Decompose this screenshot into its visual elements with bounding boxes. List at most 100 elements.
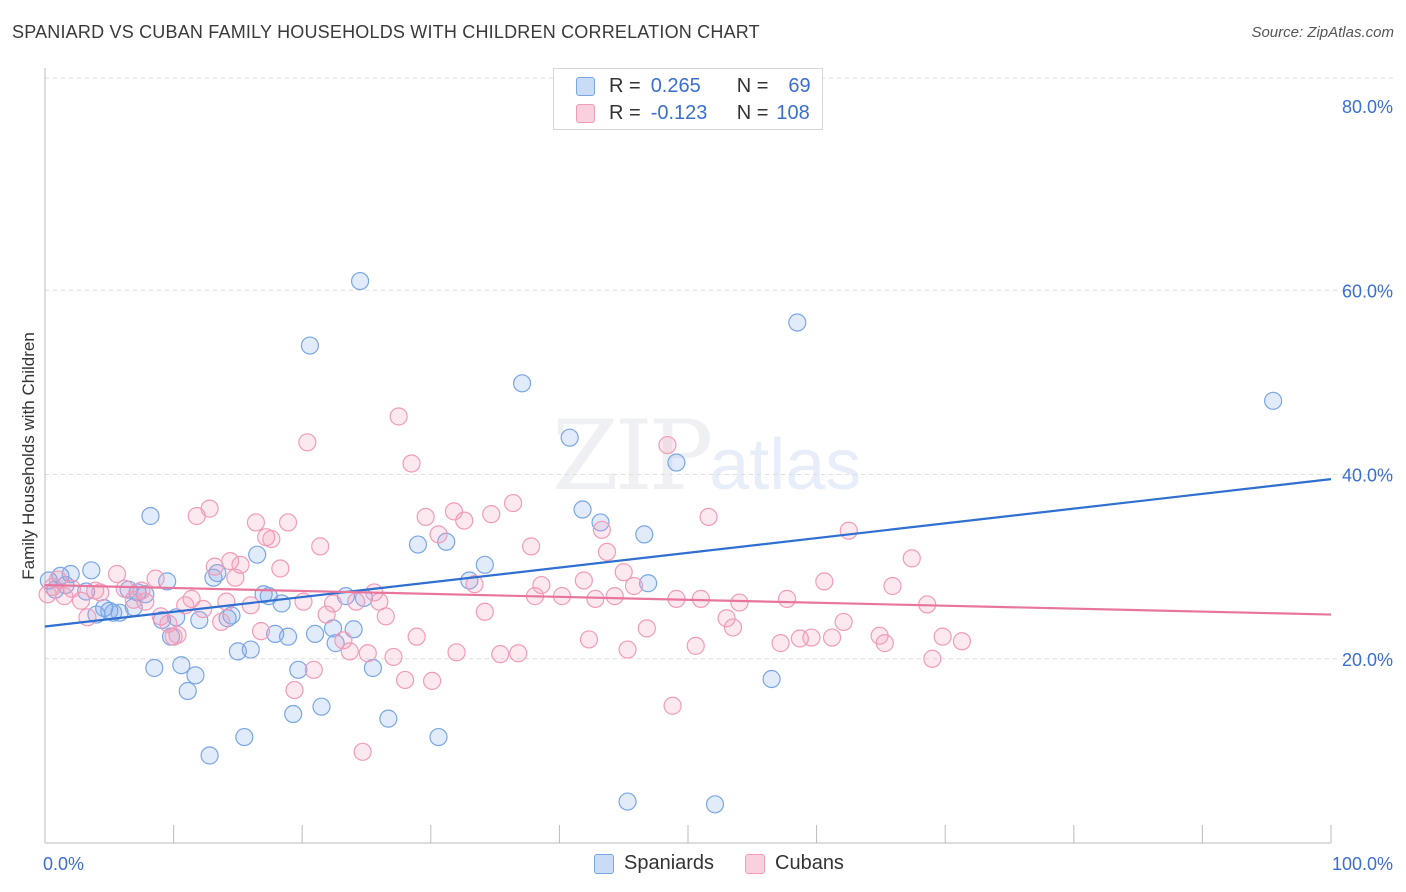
data-point-spaniards	[172, 656, 191, 675]
data-point-cubans	[952, 632, 972, 651]
data-point-cubans	[217, 592, 236, 611]
data-point-cubans	[839, 521, 858, 540]
data-point-cubans	[447, 643, 466, 662]
data-point-cubans	[311, 537, 330, 556]
data-point-cubans	[605, 587, 624, 606]
data-point-cubans	[241, 596, 260, 615]
data-point-cubans	[717, 609, 736, 628]
data-point-spaniards	[178, 681, 197, 701]
data-point-cubans	[231, 555, 250, 574]
data-point-cubans	[71, 591, 91, 610]
data-point-cubans	[278, 513, 298, 532]
data-point-cubans	[618, 640, 637, 659]
data-point-spaniards	[591, 513, 610, 532]
data-point-cubans	[771, 634, 790, 653]
data-point-spaniards	[667, 453, 686, 472]
data-point-spaniards	[200, 746, 219, 765]
data-point-spaniards	[788, 313, 807, 332]
data-point-spaniards	[513, 374, 532, 393]
data-point-spaniards	[284, 704, 303, 724]
x-tick-label: 0.0%	[43, 854, 84, 874]
data-point-cubans	[482, 505, 501, 524]
data-point-cubans	[933, 627, 952, 646]
n-label: N =	[736, 74, 769, 97]
data-point-spaniards	[639, 574, 658, 593]
data-point-cubans	[416, 507, 435, 527]
data-point-spaniards	[560, 428, 579, 447]
data-point-cubans	[353, 742, 372, 761]
x-tick-label: 100.0%	[1332, 854, 1393, 874]
data-point-spaniards	[408, 535, 428, 554]
data-point-cubans	[509, 644, 528, 663]
n-label: N =	[736, 101, 769, 124]
data-point-cubans	[407, 627, 426, 646]
n-value: 69	[788, 74, 811, 97]
y-axis-label: Family Households with Children	[19, 332, 38, 580]
trend-line-spaniards	[44, 478, 1332, 628]
data-point-cubans	[802, 628, 821, 647]
data-point-cubans	[146, 569, 165, 588]
data-point-spaniards	[762, 669, 781, 689]
data-point-spaniards	[82, 561, 101, 580]
data-point-cubans	[902, 549, 921, 568]
data-point-cubans	[136, 592, 155, 611]
data-point-spaniards	[305, 624, 325, 643]
data-point-cubans	[323, 594, 343, 613]
data-point-cubans	[699, 507, 718, 527]
data-point-cubans	[212, 612, 231, 632]
data-point-cubans	[389, 407, 408, 426]
trend-line-cubans	[44, 583, 1332, 616]
legend-row-spaniards: R = 0.265 N = 69	[576, 73, 811, 99]
data-point-spaniards	[235, 727, 254, 747]
data-point-spaniards	[278, 627, 298, 646]
data-point-cubans	[317, 605, 336, 624]
y-tick-label: 60.0%	[1342, 281, 1393, 301]
data-point-cubans	[883, 576, 902, 596]
data-point-spaniards	[437, 532, 456, 551]
data-point-spaniards	[618, 792, 637, 811]
data-point-cubans	[271, 559, 290, 578]
r-value: -0.123	[650, 101, 708, 124]
data-point-cubans	[777, 589, 797, 608]
series-legend: Spaniards Cubans	[0, 850, 1406, 878]
data-point-cubans	[298, 433, 317, 452]
data-point-cubans	[444, 502, 464, 521]
y-tick-label: 80.0%	[1342, 97, 1393, 117]
legend-label-spaniards: Spaniards	[624, 852, 715, 874]
data-point-cubans	[376, 607, 395, 626]
legend-item-spaniards[interactable]: Spaniards	[594, 852, 714, 875]
data-point-cubans	[340, 642, 359, 661]
data-point-cubans	[574, 571, 593, 590]
data-point-spaniards	[429, 727, 448, 747]
data-point-spaniards	[241, 640, 260, 659]
data-point-cubans	[251, 622, 271, 641]
data-point-spaniards	[289, 660, 308, 679]
data-point-cubans	[246, 513, 266, 532]
chart-title: SPANIARD VS CUBAN FAMILY HOUSEHOLDS WITH…	[12, 22, 760, 42]
data-point-cubans	[614, 563, 633, 582]
data-point-spaniards	[104, 603, 123, 622]
data-point-cubans	[262, 529, 281, 549]
r-label: R =	[609, 74, 641, 97]
data-point-spaniards	[222, 606, 241, 625]
data-point-cubans	[923, 649, 942, 668]
legend-item-cubans[interactable]: Cubans	[745, 852, 844, 875]
data-point-spaniards	[158, 572, 177, 591]
data-point-cubans	[285, 680, 304, 700]
data-point-spaniards	[475, 555, 494, 574]
data-point-cubans	[334, 631, 353, 650]
data-point-cubans	[658, 435, 677, 455]
data-point-cubans	[822, 628, 842, 647]
y-tick-label: 20.0%	[1342, 650, 1393, 670]
data-point-cubans	[429, 525, 448, 544]
data-point-spaniards	[186, 666, 205, 685]
data-point-cubans	[168, 625, 187, 644]
legend-row-cubans: R = -0.123 N = 108	[576, 100, 810, 126]
data-point-cubans	[384, 647, 403, 667]
data-point-cubans	[124, 590, 143, 609]
data-point-cubans	[358, 644, 377, 663]
data-point-cubans	[592, 520, 611, 539]
data-point-cubans	[475, 602, 494, 621]
n-value: 108	[776, 101, 810, 124]
